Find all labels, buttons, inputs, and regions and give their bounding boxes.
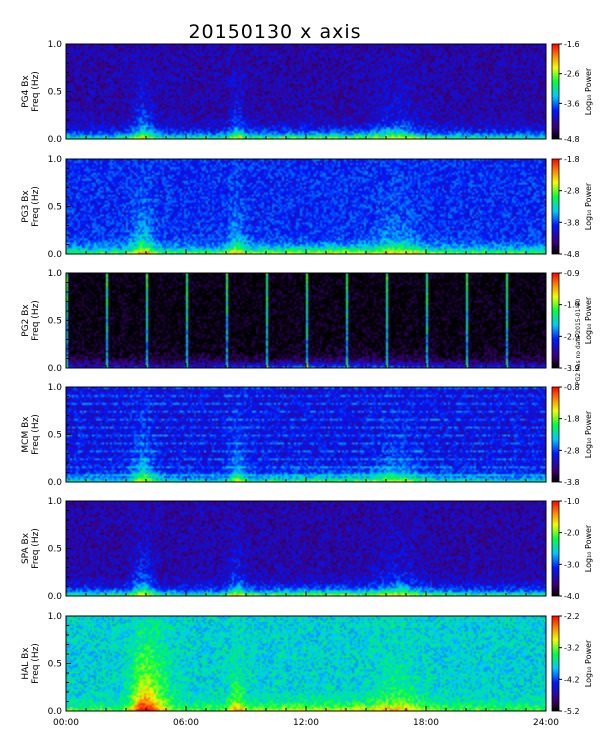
colorbar-tick-label: -5.2 xyxy=(564,707,580,716)
panel-y-axis-label: Freq (Hz) xyxy=(31,300,41,341)
y-tick-label: 0.0 xyxy=(48,707,63,717)
colorbar-tick-label: -1.8 xyxy=(564,415,580,424)
spectrogram-image xyxy=(66,44,546,139)
panel-y-axis-label: Freq (Hz) xyxy=(31,414,41,455)
y-tick-label: 0.5 xyxy=(48,203,62,213)
colorbar-tick-label: -1.9 xyxy=(564,301,580,310)
y-tick-label: 0.0 xyxy=(48,135,63,145)
y-tick-label: 1.0 xyxy=(48,612,63,622)
colorbar-tick-label: -2.0 xyxy=(564,529,580,538)
colorbar-tick-label: -2.2 xyxy=(564,612,580,621)
colorbar xyxy=(551,272,560,369)
y-tick-label: 0.5 xyxy=(48,317,62,327)
spectrogram-panel: 0.0 0.5 1.0 MCM Bx Freq (Hz) -0.8 -1.8 -2.8 -3.8… xyxy=(21,383,593,488)
y-tick-label: 0.0 xyxy=(48,478,63,488)
panel-y-axis-label: Freq (Hz) xyxy=(31,71,41,112)
spectrogram-panel: 0.0 0.5 1.0 PG2 Bx Freq (Hz) -0.9 -1.9 -2.9 -3.9… xyxy=(21,269,593,374)
colorbar xyxy=(551,158,560,255)
colorbar-tick-label: -3.0 xyxy=(564,560,580,569)
spectrogram-image xyxy=(66,501,546,596)
y-tick-label: 1.0 xyxy=(48,155,63,165)
spectrogram-panel: 0.0 0.5 1.0 PG3 Bx Freq (Hz) -1.8 -2.8 -3.8 -4.8… xyxy=(21,155,593,260)
y-tick-label: 0.0 xyxy=(48,250,63,260)
colorbar-tick-label: -4.0 xyxy=(564,592,580,601)
spectrogram-panel: 0.0 0.5 1.0 HAL Bx Freq (Hz) -2.2 -3.2 -4.2 -5.2… xyxy=(21,612,593,717)
spectrogram-panel: 0.0 0.5 1.0 PG4 Bx Freq (Hz) -1.6 -2.6 -3.6 -4.8… xyxy=(21,40,593,145)
x-tick-label: 12:00 xyxy=(293,718,319,728)
spectrogram-image xyxy=(66,273,546,368)
panel-y-axis-label: Freq (Hz) xyxy=(31,643,41,684)
panel-y-axis-label: Freq (Hz) xyxy=(31,186,41,227)
colorbar-tick-label: -2.6 xyxy=(564,70,580,79)
panel-station-label: HAL Bx xyxy=(21,647,31,680)
colorbar-label: Log₁₀ Power xyxy=(584,410,593,458)
y-tick-label: 1.0 xyxy=(48,40,63,50)
spectrogram-image xyxy=(66,616,546,711)
y-tick-label: 1.0 xyxy=(48,497,63,507)
colorbar-tick-label: -1.8 xyxy=(564,155,580,164)
colorbar-label: Log₁₀ Power xyxy=(584,524,593,572)
colorbar-tick-label: -4.8 xyxy=(564,135,580,144)
colorbar xyxy=(551,43,560,140)
y-tick-label: 0.5 xyxy=(48,660,62,670)
panel-y-axis-label: Freq (Hz) xyxy=(31,528,41,569)
colorbar-label: Log₁₀ Power xyxy=(584,182,593,230)
panel-station-label: PG2 Bx xyxy=(21,304,31,337)
colorbar-tick-label: -3.8 xyxy=(564,478,580,487)
y-tick-label: 0.5 xyxy=(48,431,62,441)
y-tick-label: 0.5 xyxy=(48,88,62,98)
spectrogram-image xyxy=(66,387,546,482)
colorbar xyxy=(551,386,560,483)
colorbar-tick-label: -1.0 xyxy=(564,497,580,506)
x-tick-label: 06:00 xyxy=(173,718,199,728)
colorbar-tick-label: -3.6 xyxy=(564,99,580,108)
colorbar-label: Log₁₀ Power xyxy=(584,296,593,344)
colorbar-tick-label: -1.6 xyxy=(564,40,580,49)
panel-station-label: MCM Bx xyxy=(21,416,31,453)
colorbar-tick-label: -3.2 xyxy=(564,644,580,653)
y-tick-label: 0.5 xyxy=(48,545,62,555)
x-tick-label: 24:00 xyxy=(533,718,559,728)
colorbar-tick-label: -0.8 xyxy=(564,383,580,392)
colorbar-label: Log₁₀ Power xyxy=(584,639,593,687)
spectrogram-panel: 0.0 0.5 1.0 SPA Bx Freq (Hz) -1.0 -2.0 -3.0 -4.0… xyxy=(21,497,593,602)
colorbar-tick-label: -4.2 xyxy=(564,675,580,684)
spectrogram-image xyxy=(66,159,546,254)
colorbar-tick-label: -3.8 xyxy=(564,218,580,227)
x-tick-label: 18:00 xyxy=(413,718,439,728)
colorbar xyxy=(551,500,560,597)
side-note: PG2 has no data 2015-01-30 xyxy=(575,299,582,385)
colorbar-tick-label: -2.9 xyxy=(564,332,580,341)
y-tick-label: 0.0 xyxy=(48,592,63,602)
panel-station-label: PG3 Bx xyxy=(21,190,31,223)
y-tick-label: 1.0 xyxy=(48,269,63,279)
panel-station-label: PG4 Bx xyxy=(21,75,31,108)
colorbar xyxy=(551,615,560,712)
colorbar-tick-label: -3.9 xyxy=(564,364,580,373)
chart-title: 20150130 x axis xyxy=(188,21,361,43)
colorbar-tick-label: -4.8 xyxy=(564,250,580,259)
colorbar-tick-label: -0.9 xyxy=(564,269,580,278)
colorbar-tick-label: -2.8 xyxy=(564,446,580,455)
colorbar-label: Log₁₀ Power xyxy=(584,67,593,115)
panel-station-label: SPA Bx xyxy=(21,532,31,564)
colorbar-tick-label: -2.8 xyxy=(564,187,580,196)
y-tick-label: 0.0 xyxy=(48,364,63,374)
y-tick-label: 1.0 xyxy=(48,383,63,393)
x-tick-label: 00:00 xyxy=(53,718,79,728)
